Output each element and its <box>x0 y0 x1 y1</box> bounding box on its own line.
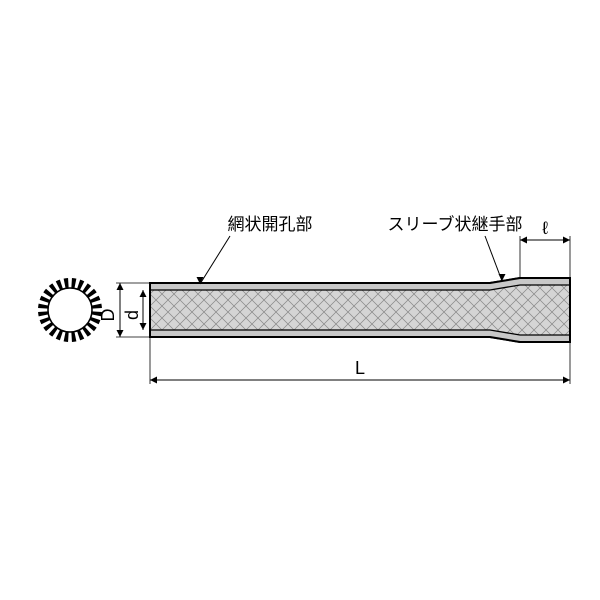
pipe-diagram: Dd Lℓ 網状開孔部 スリーブ状継手部 <box>0 0 600 600</box>
svg-text:ℓ: ℓ <box>542 218 548 238</box>
svg-text:スリーブ状継手部: スリーブ状継手部 <box>388 214 523 234</box>
svg-text:d: d <box>122 310 142 320</box>
svg-text:L: L <box>355 358 365 378</box>
cross-section <box>38 278 102 342</box>
svg-text:網状開孔部: 網状開孔部 <box>228 215 313 234</box>
svg-text:D: D <box>98 309 118 322</box>
callouts <box>200 236 502 284</box>
pipe-side-view <box>150 278 570 342</box>
